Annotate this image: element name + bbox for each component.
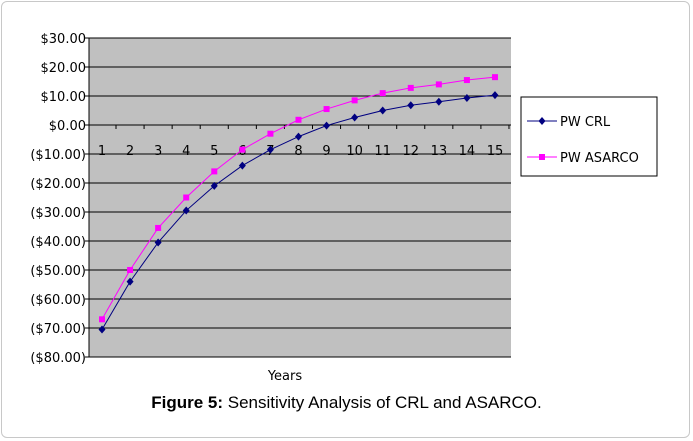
- x-tick-label: 9: [322, 144, 330, 159]
- x-tick-label: 12: [402, 144, 419, 159]
- data-point: [210, 181, 218, 190]
- x-tick-label: 15: [487, 144, 504, 159]
- data-point: [491, 91, 499, 100]
- x-tick-label: 2: [126, 144, 134, 159]
- x-tick-label: 13: [431, 144, 448, 159]
- x-tick-label: 8: [294, 144, 302, 159]
- data-point: [238, 161, 246, 170]
- x-tick-label: 5: [210, 144, 218, 159]
- legend-box: [520, 96, 658, 177]
- legend-label: PW CRL: [560, 115, 611, 130]
- data-point: [127, 267, 134, 273]
- legend: PW CRL PW ASARCO: [520, 96, 658, 177]
- x-tick-label: 11: [374, 144, 391, 159]
- data-point: [98, 325, 106, 334]
- legend-label: PW ASARCO: [560, 151, 639, 166]
- data-point: [211, 168, 218, 175]
- series-markers: [98, 74, 499, 334]
- data-point: [407, 101, 415, 110]
- data-point: [323, 121, 331, 130]
- data-point: [294, 132, 302, 141]
- y-axis-ticks: $30.00 $20.00 $10.00 $0.00 ($10.00) ($20.00) (…: [30, 32, 89, 366]
- data-point: [295, 116, 302, 123]
- data-point: [182, 206, 190, 215]
- data-point: [463, 77, 470, 84]
- y-tick-label: ($60.00): [30, 293, 86, 308]
- data-point: [323, 106, 330, 113]
- data-point: [154, 238, 162, 247]
- legend-marker: [538, 117, 546, 125]
- data-point: [99, 316, 105, 323]
- y-tick-label: ($30.00): [30, 206, 86, 221]
- y-tick-label: ($80.00): [30, 351, 86, 366]
- data-point: [463, 94, 471, 103]
- y-tick-label: $0.00: [49, 119, 86, 134]
- y-tick-label: ($40.00): [30, 235, 86, 250]
- data-point: [491, 74, 498, 81]
- x-tick-label: 14: [459, 144, 476, 159]
- y-tick-label: ($50.00): [30, 264, 86, 279]
- x-tick-label: 10: [346, 144, 363, 159]
- data-point: [379, 106, 387, 115]
- x-tick-label: 4: [182, 144, 190, 159]
- x-tick-label: 3: [154, 144, 162, 159]
- y-tick-label: ($70.00): [30, 322, 86, 337]
- data-point: [126, 277, 134, 286]
- figure-caption: Figure 5: Sensitivity Analysis of CRL an…: [0, 393, 693, 413]
- y-tick-label: ($10.00): [30, 148, 86, 163]
- figure-number: Figure 5:: [151, 393, 224, 412]
- data-point: [379, 90, 386, 97]
- y-tick-label: $30.00: [41, 32, 87, 47]
- legend-marker: [539, 154, 545, 160]
- x-tick-label: 1: [98, 144, 106, 159]
- data-point: [267, 130, 274, 137]
- data-point: [435, 97, 443, 106]
- data-point: [351, 113, 359, 122]
- y-tick-label: $10.00: [41, 90, 87, 105]
- data-point: [239, 146, 246, 153]
- x-axis-label: Years: [267, 369, 303, 384]
- data-point: [435, 81, 442, 88]
- plot-area: [89, 38, 511, 357]
- caption-text: Sensitivity Analysis of CRL and ASARCO.: [223, 393, 542, 412]
- data-point: [407, 84, 414, 91]
- gridlines: [88, 37, 511, 358]
- data-point: [266, 145, 274, 154]
- data-point: [183, 194, 190, 201]
- y-tick-label: $20.00: [41, 61, 87, 76]
- data-point: [155, 224, 162, 231]
- y-tick-label: ($20.00): [30, 177, 86, 192]
- data-point: [351, 97, 358, 104]
- line-chart: $30.00 $20.00 $10.00 $0.00 ($10.00) ($20.00) (…: [30, 32, 658, 384]
